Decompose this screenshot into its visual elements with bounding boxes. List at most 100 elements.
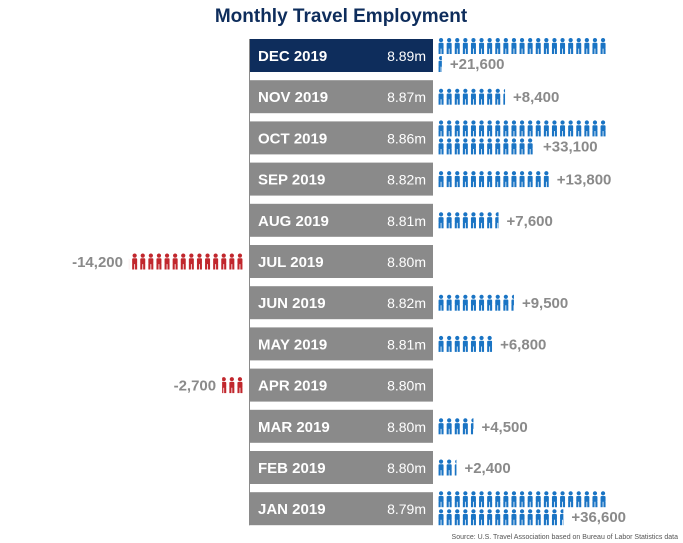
- month-row: MAY 2019 8.81m +6,800: [249, 327, 546, 361]
- person-icon: [576, 38, 582, 54]
- person-icon: [438, 459, 444, 476]
- person-icon: [438, 120, 444, 137]
- person-icon: [551, 120, 557, 137]
- person-icon: [454, 171, 460, 188]
- employment-value: 8.89m: [387, 48, 426, 64]
- month-row: AUG 2019 8.81m +7,600: [249, 203, 553, 237]
- person-icon: [213, 253, 219, 270]
- person-icon: [172, 253, 178, 270]
- employment-value: 8.80m: [387, 460, 426, 476]
- month-label: APR 2019: [258, 378, 327, 395]
- change-label: +36,600: [571, 509, 626, 526]
- person-icon: [503, 491, 509, 508]
- person-icon: [495, 38, 501, 54]
- month-row: FEB 2019 8.80m +2,400: [249, 451, 511, 484]
- month-row: SEP 2019 8.82m +13,800: [249, 162, 612, 196]
- person-icon: [462, 509, 468, 526]
- month-row: JUN 2019 8.82m +9,500: [249, 286, 568, 320]
- month-bar: [249, 80, 433, 114]
- month-bar: [249, 286, 433, 320]
- month-bar: [249, 409, 433, 443]
- person-icon: [229, 377, 235, 394]
- person-icon: [446, 418, 452, 435]
- person-icon: [543, 491, 549, 508]
- month-label: JAN 2019: [258, 501, 326, 518]
- person-icon: [446, 509, 452, 526]
- person-icon: [438, 212, 444, 229]
- person-icon: [237, 253, 243, 270]
- person-icon: [196, 253, 202, 270]
- employment-value: 8.82m: [387, 295, 426, 311]
- change-label: +7,600: [507, 213, 553, 230]
- person-icon: [462, 491, 468, 508]
- person-icon: [495, 294, 501, 311]
- person-icon: [511, 120, 517, 137]
- person-icon: [454, 120, 460, 137]
- person-icon: [527, 171, 533, 188]
- person-icon: [188, 253, 194, 270]
- person-icon: [527, 138, 533, 155]
- person-icon: [454, 335, 460, 352]
- person-icon: [438, 38, 444, 54]
- person-icon: [237, 377, 243, 394]
- person-icon: [511, 294, 514, 311]
- person-icon: [487, 294, 493, 311]
- person-icon: [536, 138, 541, 154]
- person-icon: [205, 253, 211, 270]
- change-label: +8,400: [513, 89, 559, 106]
- person-icon: [479, 509, 485, 526]
- person-icon: [503, 120, 509, 137]
- change-label: +21,600: [450, 56, 505, 73]
- change-label: +2,400: [464, 460, 510, 477]
- person-icon: [229, 253, 235, 270]
- month-row: MAR 2019 8.80m +4,500: [249, 409, 528, 443]
- person-icon: [156, 253, 162, 270]
- person-icon: [503, 138, 509, 155]
- person-icon: [551, 509, 557, 526]
- person-icon: [487, 38, 493, 54]
- person-icon: [446, 335, 452, 352]
- person-icon: [503, 171, 509, 188]
- person-icon: [503, 294, 509, 311]
- person-icon: [511, 171, 517, 188]
- person-icon: [446, 120, 452, 137]
- person-icon: [446, 212, 452, 229]
- person-icon: [462, 212, 468, 229]
- person-icon: [487, 491, 493, 508]
- person-icon: [454, 88, 460, 105]
- person-icon: [584, 38, 590, 54]
- person-icon: [495, 138, 501, 155]
- person-icon: [495, 509, 501, 526]
- person-icon: [584, 491, 590, 508]
- person-icon: [487, 335, 493, 352]
- person-icon: [511, 491, 517, 508]
- month-rows: DEC 2019 8.89m +21,600 NOV 2019 8.87m +8,400 O…: [72, 38, 626, 526]
- person-icon: [438, 491, 444, 508]
- employment-value: 8.81m: [387, 336, 426, 352]
- person-icon: [551, 38, 557, 54]
- month-bar: [249, 492, 433, 526]
- change-label: +33,100: [543, 138, 598, 155]
- person-icon: [470, 294, 476, 311]
- person-icon: [511, 38, 517, 54]
- person-icon: [576, 120, 582, 137]
- change-label: +13,800: [557, 172, 612, 189]
- person-icon: [438, 335, 444, 352]
- person-icon: [511, 138, 517, 155]
- person-icon: [454, 294, 460, 311]
- person-icon: [479, 491, 485, 508]
- person-icon: [222, 377, 227, 394]
- person-icon: [479, 138, 485, 155]
- person-icon: [446, 491, 452, 508]
- person-icon: [592, 120, 598, 137]
- person-icon: [454, 38, 460, 54]
- person-icon: [446, 88, 452, 105]
- person-icon: [487, 138, 493, 155]
- month-row: APR 2019 8.80m -2,700: [174, 368, 433, 402]
- month-row: JUL 2019 8.80m -14,200: [72, 245, 433, 278]
- person-icon: [576, 491, 582, 508]
- month-label: JUL 2019: [258, 254, 324, 271]
- person-icon: [462, 120, 468, 137]
- person-icon: [446, 459, 452, 476]
- employment-value: 8.80m: [387, 378, 426, 394]
